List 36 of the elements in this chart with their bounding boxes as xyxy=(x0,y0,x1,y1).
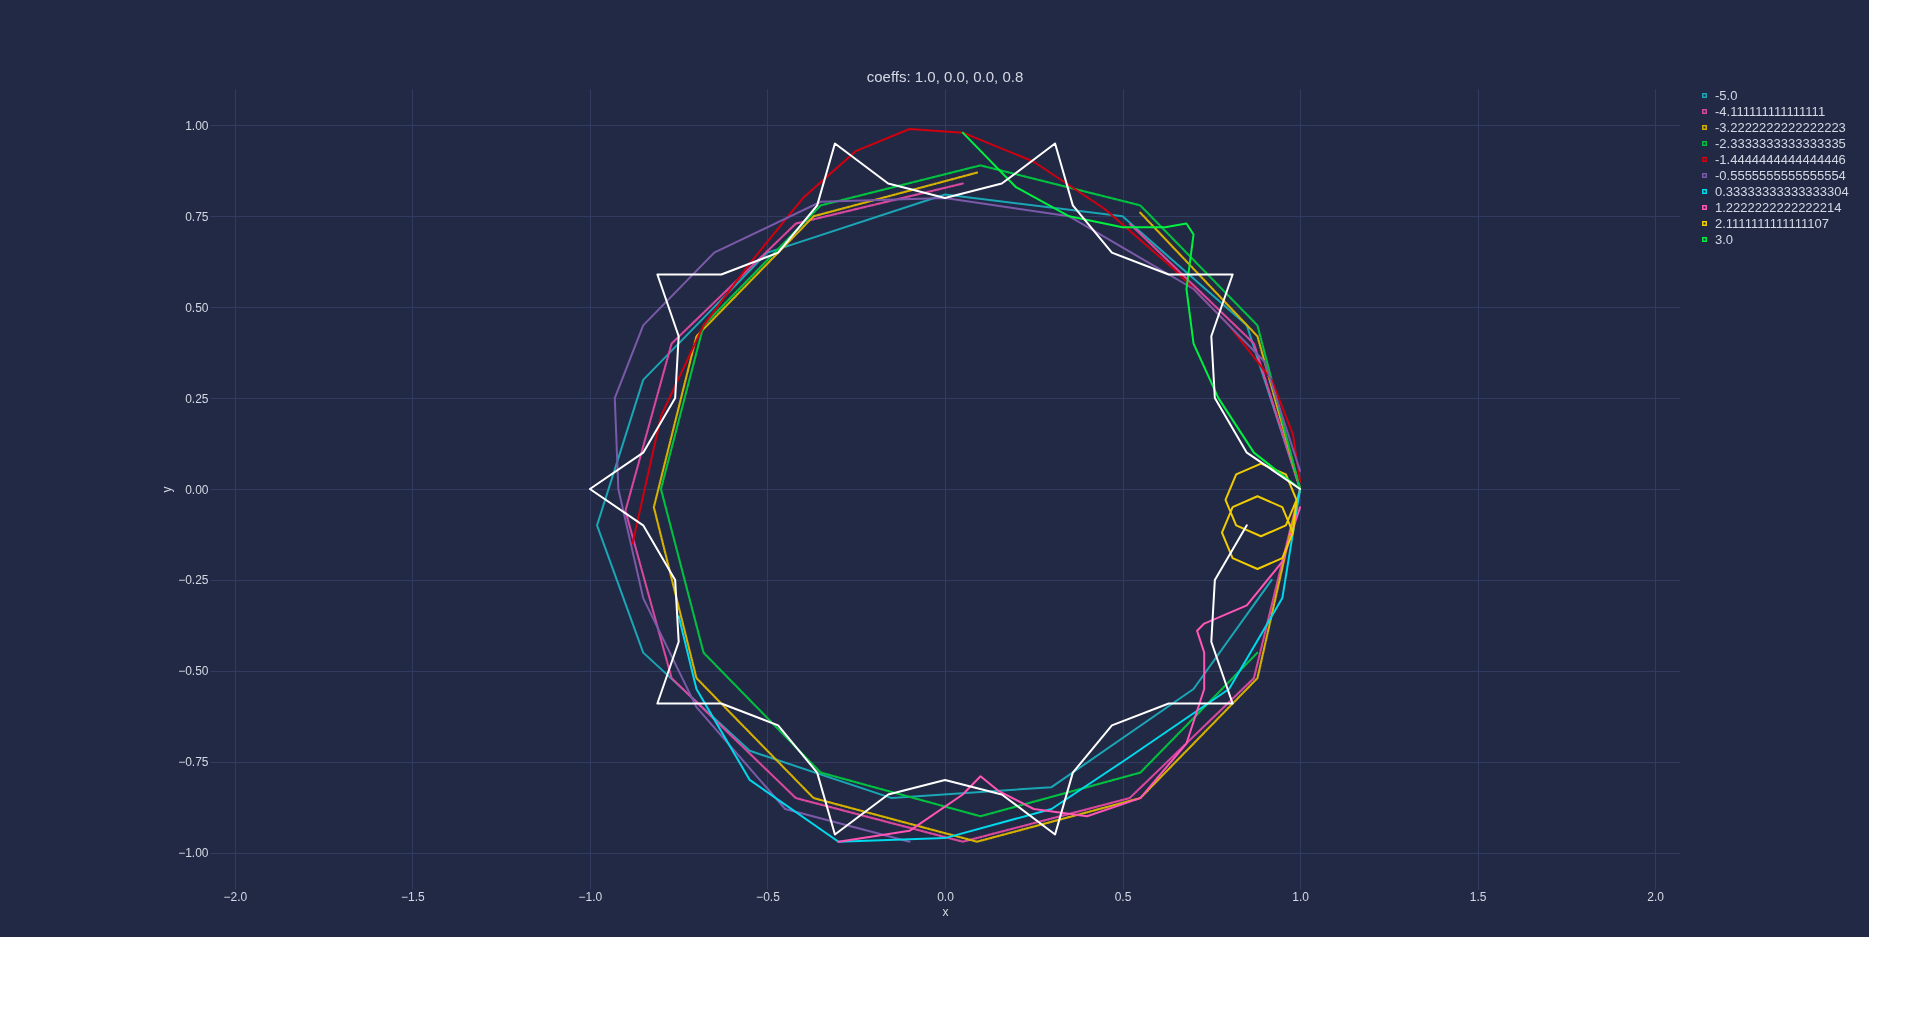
legend-label: 1.2222222222222214 xyxy=(1715,199,1842,215)
x-tick-label: 2.0 xyxy=(1647,889,1665,904)
line-series xyxy=(961,131,1302,490)
x-tick-label: −1.5 xyxy=(401,889,426,904)
y-tick-label: −0.25 xyxy=(178,573,209,588)
x-tick-label: −0.5 xyxy=(756,889,781,904)
legend-label: -0.5555555555555554 xyxy=(1715,167,1846,183)
legend-label: -2.3333333333333335 xyxy=(1715,135,1846,151)
y-axis-title: y xyxy=(160,486,175,493)
y-tick-label: 0.25 xyxy=(185,391,209,406)
legend-label: -1.4444444444444446 xyxy=(1715,151,1846,167)
x-tick-label: −1.0 xyxy=(578,889,603,904)
x-tick-label: 0.0 xyxy=(937,889,955,904)
y-tick-label: −0.75 xyxy=(178,755,209,770)
line-series xyxy=(677,488,1302,843)
legend-label: -3.2222222222222223 xyxy=(1715,119,1846,135)
chart-title: coeffs: 1.0, 0.0, 0.0, 0.8 xyxy=(866,68,1024,85)
y-tick-label: −1.00 xyxy=(178,846,209,861)
legend-label: 2.1111111111111107 xyxy=(1715,215,1829,231)
y-tick-label: −0.50 xyxy=(178,664,209,679)
x-tick-label: −2.0 xyxy=(223,889,248,904)
line-series xyxy=(1220,462,1298,570)
y-tick-label: 1.00 xyxy=(185,118,209,133)
y-tick-label: 0.50 xyxy=(185,300,209,315)
y-tick-label: 0.00 xyxy=(185,482,209,497)
legend-label: 3.0 xyxy=(1715,231,1734,247)
legend-label: -4.111111111111111 xyxy=(1715,103,1826,119)
line-series xyxy=(837,506,1302,843)
x-tick-label: 1.5 xyxy=(1469,889,1487,904)
legend-label: 0.33333333333333304 xyxy=(1715,183,1849,199)
x-tick-label: 0.5 xyxy=(1114,889,1132,904)
legend-label: -5.0 xyxy=(1715,87,1738,103)
x-tick-label: 1.0 xyxy=(1292,889,1310,904)
line-series xyxy=(631,128,1302,545)
y-tick-label: 0.75 xyxy=(185,209,209,224)
x-axis-title: x xyxy=(942,904,949,919)
